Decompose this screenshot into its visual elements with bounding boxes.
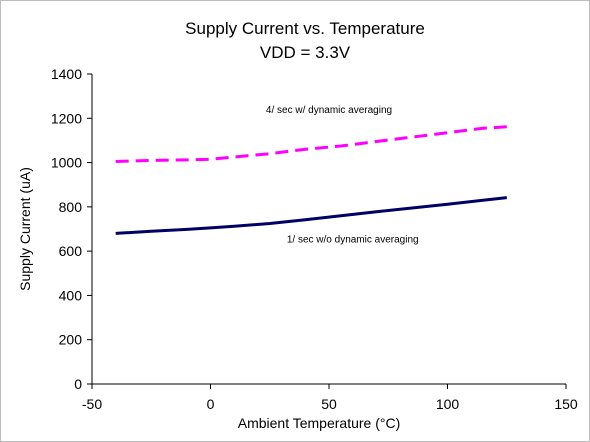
y-tick-label: 0 [74,376,82,392]
x-axis-ticks: -50 0 50 100 150 [82,384,578,412]
x-tick-label: -50 [82,396,102,412]
y-tick-label: 800 [59,199,83,215]
x-axis-label: Ambient Temperature (°C) [238,415,401,431]
y-tick-label: 400 [59,287,83,303]
y-axis-label: Supply Current (uA) [17,167,33,291]
series-line-0 [115,125,507,163]
series-group [115,125,507,235]
y-tick-label: 1400 [51,66,82,82]
x-tick-label: 50 [321,396,337,412]
y-axis-ticks: 0 200 400 600 800 1000 1200 1400 [51,66,92,392]
x-tick-label: 0 [207,396,215,412]
x-tick-label: 100 [436,396,460,412]
x-tick-label: 150 [554,396,578,412]
y-tick-label: 1200 [51,110,82,126]
chart-title: Supply Current vs. Temperature [185,19,425,38]
y-tick-label: 600 [59,243,83,259]
series-annotation: 1/ sec w/o dynamic averaging [287,234,419,245]
annotation-group: 4/ sec w/ dynamic averaging 1/ sec w/o dy… [266,105,419,246]
series-line-1 [115,196,507,235]
y-tick-label: 200 [59,332,83,348]
y-tick-label: 1000 [51,155,82,171]
series-annotation: 4/ sec w/ dynamic averaging [266,105,392,116]
chart-subtitle: VDD = 3.3V [260,43,351,62]
